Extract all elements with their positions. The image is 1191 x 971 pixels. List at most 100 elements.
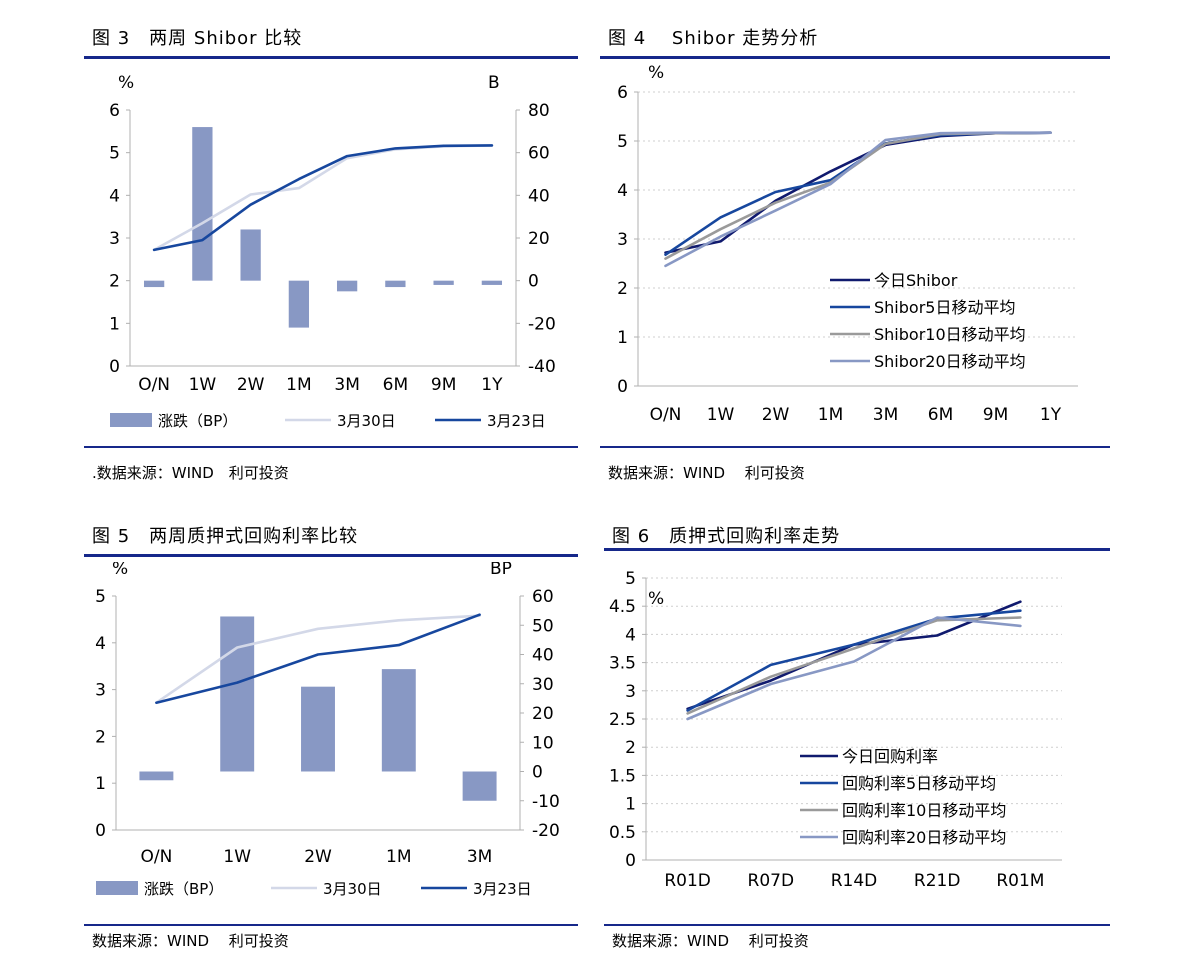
x-tick-label-0: O/N (138, 375, 170, 395)
legend-label-3: Shibor20日移动平均 (874, 352, 1026, 371)
y-left-unit: % (648, 64, 664, 83)
y-left-tick-label-7: 3.5 (609, 654, 636, 674)
figure-4-chart: 0 1 2 3 4 5 6% O/N 1W 2W 1M 3M 6M 9M 1Y 今日Shibor Shibor5… (617, 64, 1078, 425)
bar-4 (462, 771, 497, 801)
x-tick-label-5: 6M (383, 375, 408, 395)
figure-5-bottom-rule (84, 924, 578, 926)
x-tick-label-4: R01M (996, 871, 1044, 891)
y-left-tick-label-2: 2 (109, 272, 120, 292)
y-right-tick-label-2: 0 (532, 763, 543, 783)
series-line-0 (155, 614, 481, 704)
figure-6-title: 图 6 质押式回购利率走势 (612, 526, 841, 547)
y-right-tick-label-1: -10 (532, 792, 560, 812)
figure-3-source: .数据来源：WIND 利可投资 (92, 464, 289, 482)
y-right-tick-label-0: -20 (532, 821, 560, 841)
y-left-tick-label-5: 5 (109, 144, 120, 164)
y-left-tick-label-3: 1.5 (609, 766, 636, 786)
legend-label-1: 3月23日 (487, 412, 546, 430)
series-line-1 (152, 144, 494, 252)
y-right-tick-label-6: 40 (532, 646, 554, 666)
x-tick-label-0: O/N (650, 405, 682, 425)
figure-5-chart: 0 1 2 3 4 5 -20 -10 0 10 20 30 40 50 60% BP O/N 1W 2W 1M 3M 涨… (95, 562, 560, 898)
x-tick-label-4: 3M (873, 405, 898, 425)
y-left-tick-label-4: 4 (109, 186, 120, 206)
figure-4-title: 图 4 Shibor 走势分析 (608, 28, 819, 49)
bar-2 (301, 686, 335, 772)
series-line-1 (155, 613, 481, 704)
bar-2 (240, 229, 261, 281)
x-tick-label-7: 1Y (481, 375, 503, 395)
y-left-tick-label-8: 4 (625, 625, 636, 645)
figure-6-top-rule (604, 548, 1110, 551)
figure-4-source: 数据来源：WIND 利可投资 (608, 464, 805, 482)
x-tick-label-2: 2W (762, 405, 790, 425)
figure-5-source: 数据来源：WIND 利可投资 (92, 932, 289, 950)
y-left-tick-label-0: 0 (617, 377, 628, 397)
bar-0 (139, 771, 174, 781)
y-left-tick-label-2: 1 (625, 795, 636, 815)
x-tick-label-4: 3M (334, 375, 359, 395)
legend-label-2: Shibor10日移动平均 (874, 325, 1026, 344)
x-tick-label-0: R01D (664, 871, 711, 891)
legend-swatch-bars (96, 881, 138, 895)
bar-4 (336, 280, 358, 292)
series-line-1 (686, 609, 1022, 712)
y-right-tick-label-1: -20 (528, 314, 556, 334)
y-right-tick-label-4: 40 (528, 186, 550, 206)
x-tick-label-1: R07D (748, 871, 795, 891)
figure-3-chart: 0 1 2 3 4 5 6 -40 -20 0 20 40 60 80% B O/N 1W 2W 1M 3M 6M 9M 1… (109, 73, 556, 430)
bar-0 (143, 280, 165, 288)
figure-5-title: 图 5 两周质押式回购利率比较 (92, 526, 359, 547)
y-right-tick-label-6: 80 (528, 101, 550, 121)
figure-6-source: 数据来源：WIND 利可投资 (612, 932, 809, 950)
legend-label-0: 3月30日 (323, 880, 382, 898)
figure-6-chart: 0 0.5 1 1.5 2 2.5 3 3.5 4 4.5 5% R01D R07D R14D R21D R0… (609, 569, 1062, 891)
legend-label-1: Shibor5日移动平均 (874, 298, 1015, 317)
x-tick-label-5: 6M (928, 405, 953, 425)
y-right-tick-label-0: -40 (528, 357, 556, 377)
y-left-tick-label-1: 1 (617, 328, 628, 348)
series-line-3 (664, 131, 1052, 268)
figure-5-panel: 图 5 两周质押式回购利率比较 0 1 2 3 4 5 -20 -10 0 10 20 30 40 50 6… (84, 522, 578, 962)
y-right-tick-label-5: 60 (528, 144, 550, 164)
x-tick-label-7: 1Y (1040, 405, 1062, 425)
figure-3-panel: 图 3 两周 Shibor 比较 0 1 2 3 4 5 6 -40 -20 0 20 40 60 80%… (84, 24, 578, 484)
y-left-tick-label-4: 4 (617, 181, 628, 201)
y-left-tick-label-4: 2 (625, 738, 636, 758)
y-right-tick-label-3: 20 (528, 229, 550, 249)
x-tick-label-3: R21D (914, 871, 961, 891)
y-left-tick-label-6: 6 (109, 101, 120, 121)
y-left-unit: % (648, 589, 664, 609)
y-left-unit: % (118, 73, 134, 93)
figure-6-panel: 图 6 质押式回购利率走势 0 0.5 1 1.5 2 2.5 3 3.5 4 4.5 5% R01D… (604, 522, 1110, 962)
legend-label-2: 回购利率10日移动平均 (842, 801, 1006, 820)
y-left-tick-label-1: 0.5 (609, 823, 636, 843)
bar-1 (220, 616, 255, 772)
y-left-tick-label-6: 6 (617, 83, 628, 103)
x-tick-label-3: 1M (818, 405, 843, 425)
bar-5 (385, 280, 406, 288)
y-left-tick-label-1: 1 (95, 774, 106, 794)
bar-3 (381, 669, 416, 772)
legend-label-bars: 涨跌（BP） (144, 880, 223, 898)
x-tick-label-3: 1M (386, 847, 411, 867)
legend-label-0: 3月30日 (337, 412, 396, 430)
y-left-tick-label-5: 5 (95, 587, 106, 607)
series-line-3 (686, 616, 1022, 721)
x-tick-label-1: 1W (189, 375, 217, 395)
figure-3-bottom-rule (84, 446, 578, 448)
y-left-tick-label-2: 2 (95, 727, 106, 747)
bar-7 (481, 280, 503, 285)
y-left-tick-label-0: 0 (109, 357, 120, 377)
x-tick-label-6: 9M (431, 375, 456, 395)
y-right-tick-label-3: 10 (532, 733, 554, 753)
x-tick-label-2: R14D (831, 871, 878, 891)
y-right-tick-label-8: 60 (532, 587, 554, 607)
y-right-tick-label-2: 0 (528, 272, 539, 292)
x-tick-label-3: 1M (286, 375, 311, 395)
x-tick-label-6: 9M (983, 405, 1008, 425)
bar-1 (192, 127, 213, 281)
y-right-tick-label-7: 50 (532, 616, 554, 636)
figure-6-bottom-rule (604, 924, 1110, 926)
figure-3-title: 图 3 两周 Shibor 比较 (92, 28, 303, 49)
